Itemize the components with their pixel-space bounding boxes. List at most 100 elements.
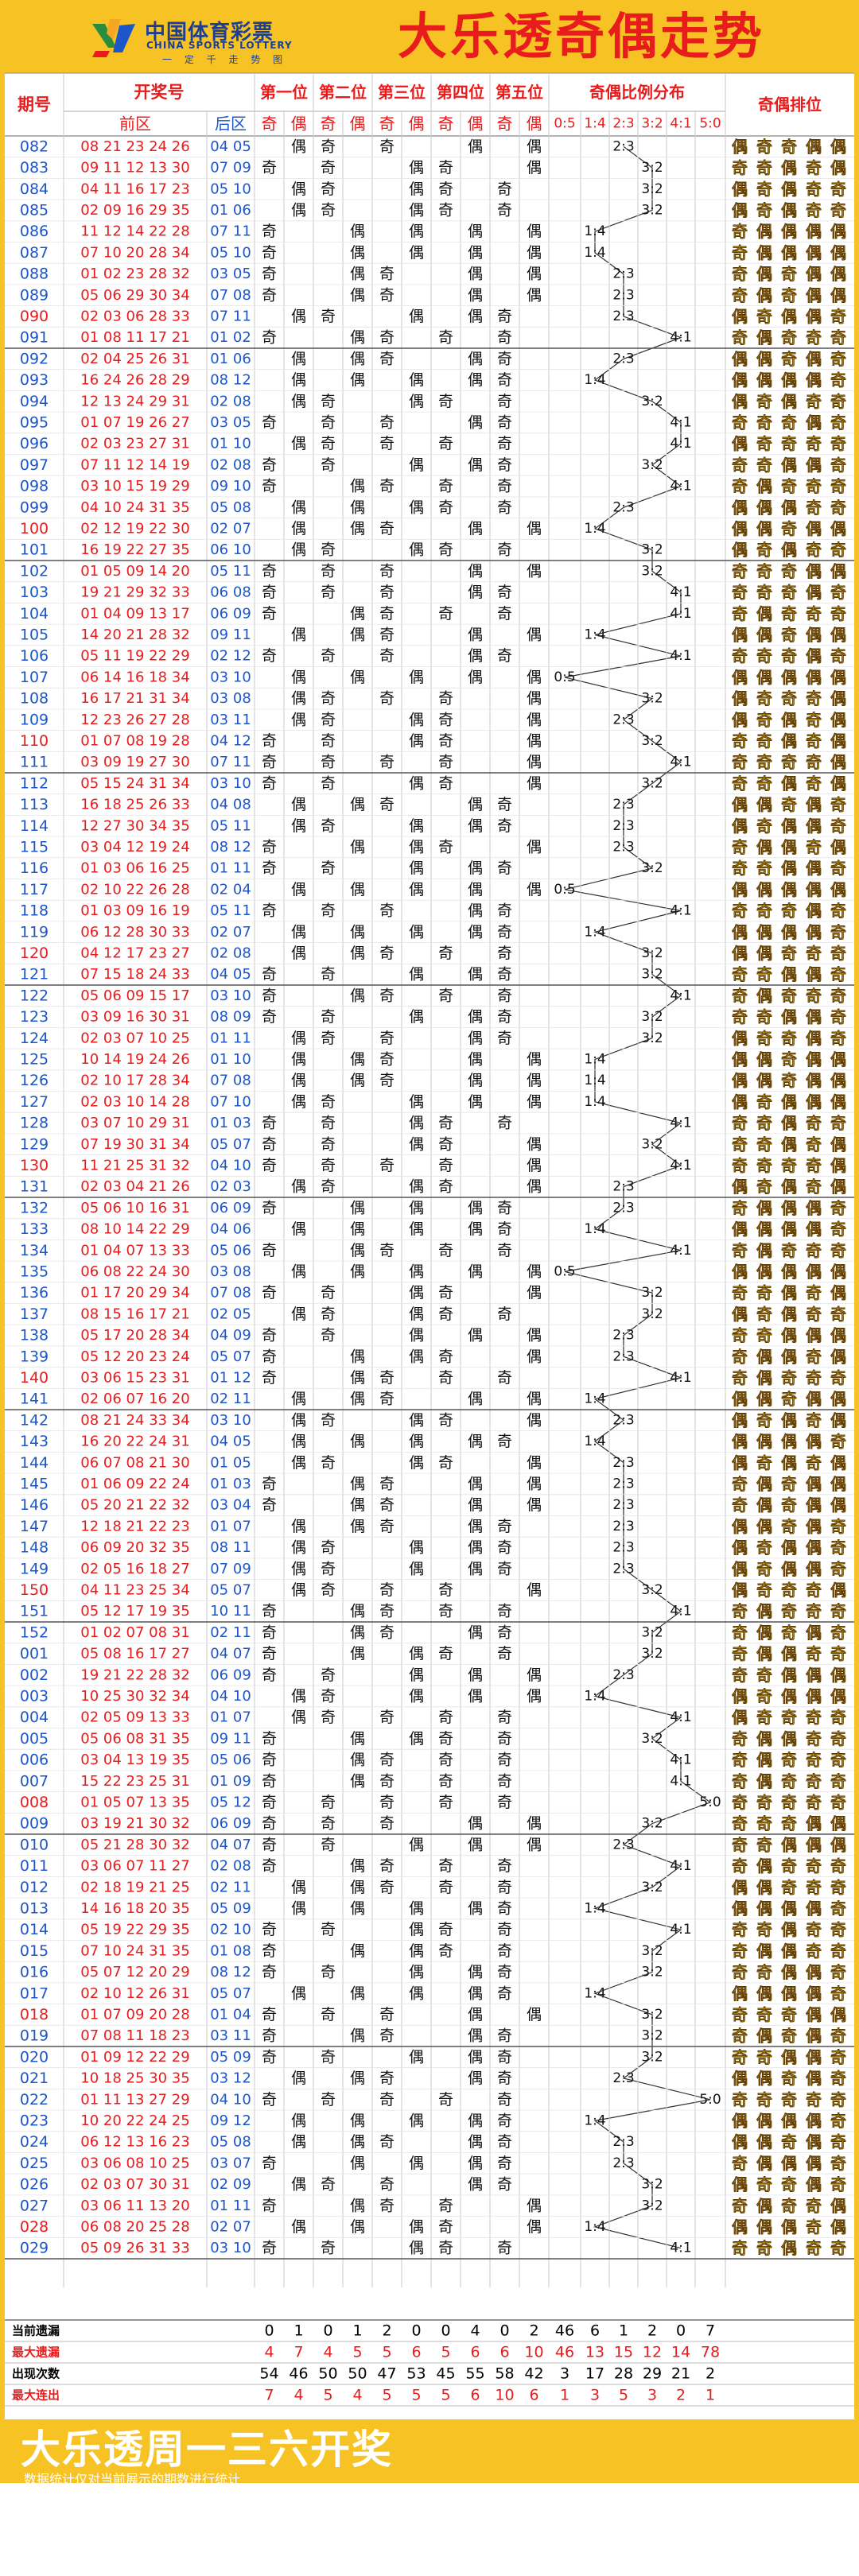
even-mark: 偶 bbox=[468, 413, 483, 431]
even-mark: 偶 bbox=[350, 838, 365, 855]
header-bar: 中国体育彩票 CHINA SPORTS LOTTERY 一 定 千 走 势 图 … bbox=[0, 0, 859, 73]
odd-mark: 奇 bbox=[379, 1391, 395, 1408]
odd-mark: 奇 bbox=[497, 1921, 512, 1938]
arrangement-mark: 奇 bbox=[806, 1177, 822, 1197]
arrangement-mark: 偶 bbox=[830, 2196, 846, 2215]
back-numbers: 03 05 bbox=[210, 414, 251, 431]
odd-mark: 奇 bbox=[262, 2048, 277, 2066]
stats-value: 0 bbox=[676, 2322, 686, 2340]
arrangement-mark: 偶 bbox=[830, 1686, 846, 1705]
odd-mark: 奇 bbox=[379, 1242, 395, 1259]
arrangement-mark: 奇 bbox=[781, 1390, 797, 1409]
odd-mark: 奇 bbox=[438, 541, 453, 559]
odd-mark: 奇 bbox=[321, 1411, 336, 1429]
arrangement-mark: 偶 bbox=[756, 2217, 772, 2237]
even-mark: 偶 bbox=[409, 2155, 424, 2172]
odd-mark: 奇 bbox=[262, 1475, 277, 1492]
odd-mark: 奇 bbox=[262, 732, 277, 750]
arrangement-mark: 奇 bbox=[830, 1751, 846, 1770]
front-numbers: 06 08 22 24 30 bbox=[80, 1263, 189, 1280]
arrangement-mark: 奇 bbox=[781, 1071, 797, 1090]
stats-value: 55 bbox=[465, 2365, 484, 2383]
arrangement-mark: 奇 bbox=[732, 265, 748, 284]
table-row: 142 08 21 24 33 34 03 10 偶奇偶奇偶 2:3 偶奇偶奇偶 bbox=[20, 1410, 846, 1430]
arrangement-mark: 偶 bbox=[732, 2217, 748, 2237]
odd-mark: 奇 bbox=[497, 796, 512, 813]
odd-mark: 奇 bbox=[379, 1157, 395, 1174]
odd-mark: 奇 bbox=[321, 1836, 336, 1853]
arrangement-mark: 奇 bbox=[732, 1368, 748, 1387]
arrangement-mark: 奇 bbox=[732, 1729, 748, 1748]
arrangement-mark: 奇 bbox=[756, 1708, 772, 1727]
arrangement-mark: 奇 bbox=[806, 477, 822, 496]
stats-value: 7 bbox=[705, 2322, 715, 2340]
issue-cell: 097 bbox=[20, 456, 49, 474]
even-mark: 偶 bbox=[350, 244, 365, 262]
even-mark: 偶 bbox=[409, 159, 424, 177]
arrangement-mark: 奇 bbox=[830, 604, 846, 623]
front-numbers: 16 17 21 31 34 bbox=[80, 690, 189, 707]
arrangement-mark: 偶 bbox=[756, 668, 772, 687]
front-numbers: 06 08 20 25 28 bbox=[80, 2218, 189, 2235]
odd-mark: 奇 bbox=[438, 1305, 453, 1323]
odd-mark: 奇 bbox=[379, 647, 395, 665]
even-mark: 偶 bbox=[409, 1348, 424, 1365]
arrangement-mark: 奇 bbox=[830, 2047, 846, 2066]
front-numbers: 01 09 12 22 29 bbox=[80, 2049, 189, 2066]
even-mark: 偶 bbox=[350, 499, 365, 516]
stats-value: 42 bbox=[524, 2365, 543, 2383]
odd-mark: 奇 bbox=[379, 945, 395, 962]
front-numbers: 02 06 07 16 20 bbox=[80, 1391, 189, 1407]
arrangement-mark: 偶 bbox=[756, 2154, 772, 2173]
odd-mark: 奇 bbox=[321, 711, 336, 728]
arrangement-mark: 偶 bbox=[732, 137, 748, 156]
odd-mark: 奇 bbox=[379, 138, 395, 155]
back-numbers: 03 10 bbox=[210, 987, 251, 1004]
even-mark: 偶 bbox=[350, 1199, 365, 1216]
front-numbers: 06 12 13 16 23 bbox=[80, 2134, 189, 2151]
odd-mark: 奇 bbox=[438, 1411, 453, 1429]
even-mark: 偶 bbox=[291, 2218, 306, 2236]
issue-cell: 087 bbox=[20, 244, 49, 262]
arrangement-mark: 偶 bbox=[806, 456, 822, 475]
arrangement-mark: 偶 bbox=[732, 541, 748, 560]
even-mark: 偶 bbox=[468, 308, 483, 325]
back-numbers: 04 12 bbox=[210, 732, 251, 749]
front-numbers: 03 06 07 11 27 bbox=[80, 1858, 189, 1875]
even-mark: 偶 bbox=[350, 1242, 365, 1259]
arrangement-mark: 奇 bbox=[756, 965, 772, 984]
arrangement-mark: 偶 bbox=[806, 1814, 822, 1833]
arrangement-mark: 偶 bbox=[781, 1942, 797, 1961]
odd-mark: 奇 bbox=[321, 413, 336, 431]
even-mark: 偶 bbox=[409, 1560, 424, 1577]
issue-cell: 085 bbox=[20, 201, 49, 219]
odd-mark: 奇 bbox=[438, 1348, 453, 1365]
odd-mark: 奇 bbox=[321, 308, 336, 325]
arrangement-mark: 奇 bbox=[756, 392, 772, 411]
back-numbers: 01 05 bbox=[210, 1454, 251, 1471]
arrangement-mark: 奇 bbox=[806, 1305, 822, 1324]
stats-row: 当前遗漏 0 1 0 1 2 0 0 4 0 2 46 6 1 2 0 7 bbox=[12, 2322, 715, 2340]
arrangement-mark: 奇 bbox=[806, 986, 822, 1005]
arrangement-mark: 奇 bbox=[781, 285, 797, 305]
front-numbers: 19 21 22 28 32 bbox=[80, 1666, 189, 1683]
even-mark: 偶 bbox=[350, 1263, 365, 1280]
odd-mark: 奇 bbox=[321, 393, 336, 410]
even-mark: 偶 bbox=[350, 1984, 365, 2002]
table-row: 149 02 05 16 18 27 07 09 偶奇偶偶奇 2:3 偶奇偶偶奇 bbox=[20, 1559, 846, 1578]
arrangement-mark: 偶 bbox=[756, 1496, 772, 1515]
header-even: 偶 bbox=[527, 114, 542, 134]
arrangement-mark: 偶 bbox=[732, 1899, 748, 1918]
odd-mark: 奇 bbox=[379, 2197, 395, 2214]
arrangement-mark: 奇 bbox=[806, 1856, 822, 1876]
arrangement-mark: 偶 bbox=[781, 1920, 797, 1939]
arrangement-mark: 奇 bbox=[732, 1751, 748, 1770]
front-numbers: 05 11 19 22 29 bbox=[80, 648, 189, 665]
arrangement-mark: 偶 bbox=[806, 1623, 822, 1642]
front-numbers: 02 09 16 29 35 bbox=[80, 202, 189, 219]
arrangement-mark: 偶 bbox=[781, 859, 797, 878]
even-mark: 偶 bbox=[468, 1560, 483, 1577]
odd-mark: 奇 bbox=[497, 329, 512, 347]
odd-mark: 奇 bbox=[379, 1369, 395, 1387]
even-mark: 偶 bbox=[527, 1666, 542, 1684]
